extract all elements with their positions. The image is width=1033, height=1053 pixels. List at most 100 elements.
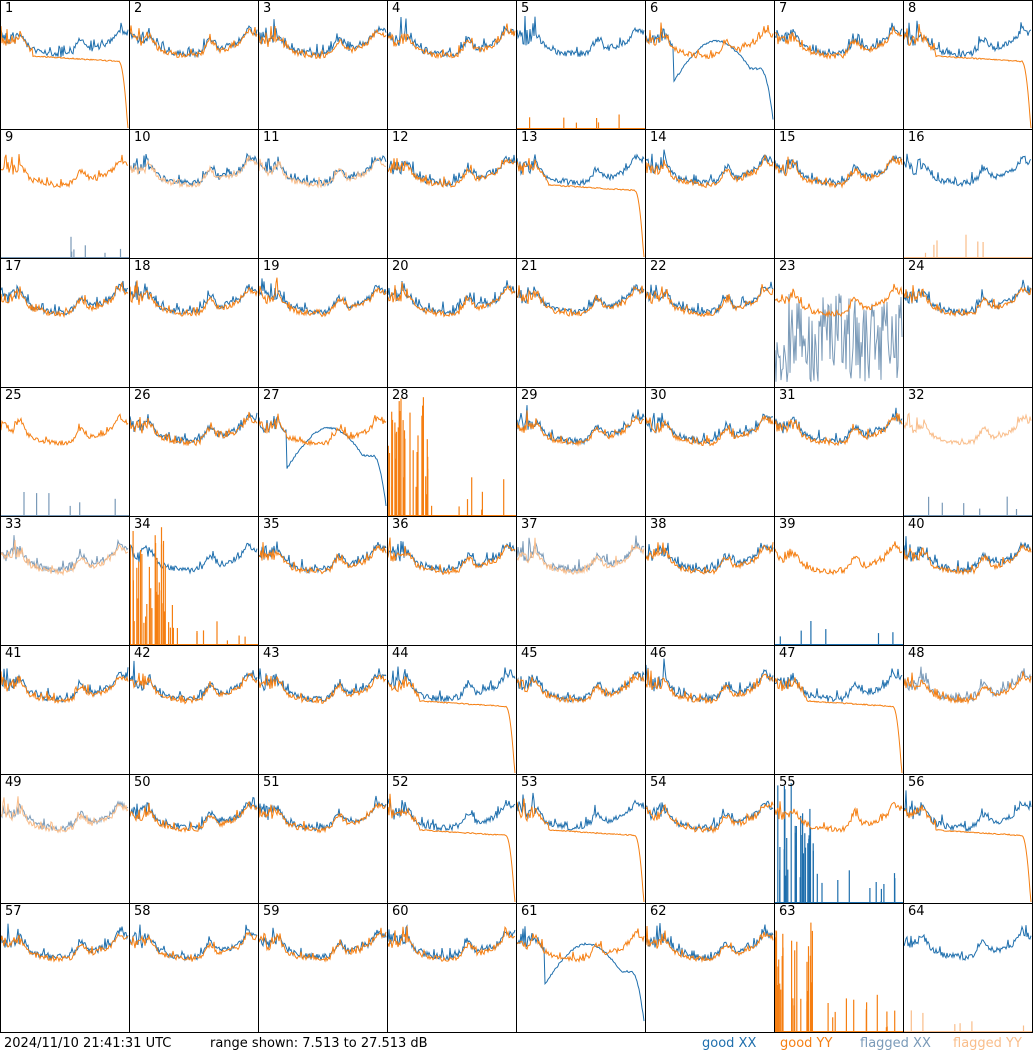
panel-48: 48 [903, 645, 1032, 774]
panel-plot [259, 19, 387, 60]
panel-number: 9 [5, 130, 14, 145]
yy-series [904, 24, 1032, 129]
panel-45: 45 [516, 645, 645, 774]
yy-series [1, 539, 129, 577]
panel-number: 56 [908, 775, 925, 790]
panel-5: 5 [516, 0, 645, 129]
panel-plot [1, 154, 129, 258]
panel-plot [1, 667, 129, 704]
yy-series [904, 285, 1032, 318]
xx-series [517, 670, 645, 703]
xx-series [259, 795, 387, 832]
panel-number: 45 [521, 646, 538, 661]
panel-17: 17 [0, 258, 129, 387]
panel-number: 40 [908, 517, 925, 532]
xx-series [259, 668, 387, 703]
range-label: range shown: 7.513 to 27.513 dB [210, 1036, 428, 1051]
panel-43: 43 [258, 645, 387, 774]
panel-plot [1, 535, 129, 577]
panel-plot [517, 926, 645, 1022]
yy-series [1, 933, 129, 963]
xx-series [904, 153, 1032, 188]
panel-plot [904, 20, 1032, 129]
panel-number: 11 [263, 130, 280, 145]
panel-number: 61 [521, 904, 538, 919]
timestamp: 2024/11/10 21:41:31 UTC [4, 1036, 172, 1051]
xx-series [259, 278, 387, 317]
panel-38: 38 [645, 516, 774, 645]
yy-series [517, 285, 645, 317]
panel-plot [904, 666, 1032, 705]
xx-series [775, 621, 903, 645]
panel-number: 3 [263, 1, 272, 16]
yy-series [904, 805, 1032, 903]
panel-plot [130, 25, 258, 59]
xx-series [904, 496, 1032, 516]
panel-number: 51 [263, 775, 280, 790]
panel-2: 2 [129, 0, 258, 129]
panel-plot [1, 22, 129, 129]
panel-plot [259, 413, 387, 507]
yy-series [259, 157, 387, 189]
panel-plot [904, 153, 1032, 258]
panel-number: 17 [5, 259, 22, 274]
panel-plot [775, 283, 903, 383]
panel-plot [259, 668, 387, 704]
panel-number: 1 [5, 1, 14, 16]
yy-series [259, 674, 387, 704]
panel-plot [1, 280, 129, 319]
panel-plot [775, 922, 903, 1032]
panel-55: 55 [774, 774, 903, 903]
panel-plot [388, 280, 516, 318]
panel-22: 22 [645, 258, 774, 387]
panel-number: 13 [521, 130, 538, 145]
panel-plot [1, 413, 129, 516]
panel-40: 40 [903, 516, 1032, 645]
panel-49: 49 [0, 774, 129, 903]
panel-number: 21 [521, 259, 538, 274]
panel-plot [388, 924, 516, 962]
yy-series [904, 234, 1032, 258]
yy-series [259, 25, 387, 60]
xx-series [646, 658, 774, 703]
panel-plot [130, 796, 258, 833]
panel-29: 29 [516, 387, 645, 516]
panel-plot [388, 793, 516, 903]
xx-series [775, 668, 903, 704]
yy-series [775, 155, 903, 189]
panel-37: 37 [516, 516, 645, 645]
panel-6: 6 [645, 0, 774, 129]
yy-series [1, 281, 129, 319]
panel-24: 24 [903, 258, 1032, 387]
panel-33: 33 [0, 516, 129, 645]
panel-19: 19 [258, 258, 387, 387]
panel-plot [130, 152, 258, 189]
panel-number: 62 [650, 904, 667, 919]
xx-series [259, 541, 387, 575]
panel-number: 48 [908, 646, 925, 661]
panel-plot [517, 792, 645, 903]
xx-series [130, 412, 258, 445]
xx-series [904, 279, 1032, 317]
panel-9: 9 [0, 129, 129, 258]
xx-series [130, 924, 258, 962]
legend-flagged-yy: flagged YY [953, 1036, 1022, 1051]
panel-59: 59 [258, 903, 387, 1032]
yy-series [646, 542, 774, 575]
yy-series [130, 672, 258, 705]
panel-plot [130, 660, 258, 705]
yy-series [775, 801, 903, 833]
yy-series [130, 800, 258, 833]
panel-12: 12 [387, 129, 516, 258]
panel-number: 49 [5, 775, 22, 790]
panel-62: 62 [645, 903, 774, 1032]
footer: 2024/11/10 21:41:31 UTC range shown: 7.5… [0, 1034, 1033, 1053]
xx-series [1, 667, 129, 703]
panel-number: 24 [908, 259, 925, 274]
panel-54: 54 [645, 774, 774, 903]
xx-series [904, 536, 1032, 574]
panel-number: 44 [392, 646, 409, 661]
panel-number: 18 [134, 259, 151, 274]
panel-1: 1 [0, 0, 129, 129]
panel-number: 57 [5, 904, 22, 919]
